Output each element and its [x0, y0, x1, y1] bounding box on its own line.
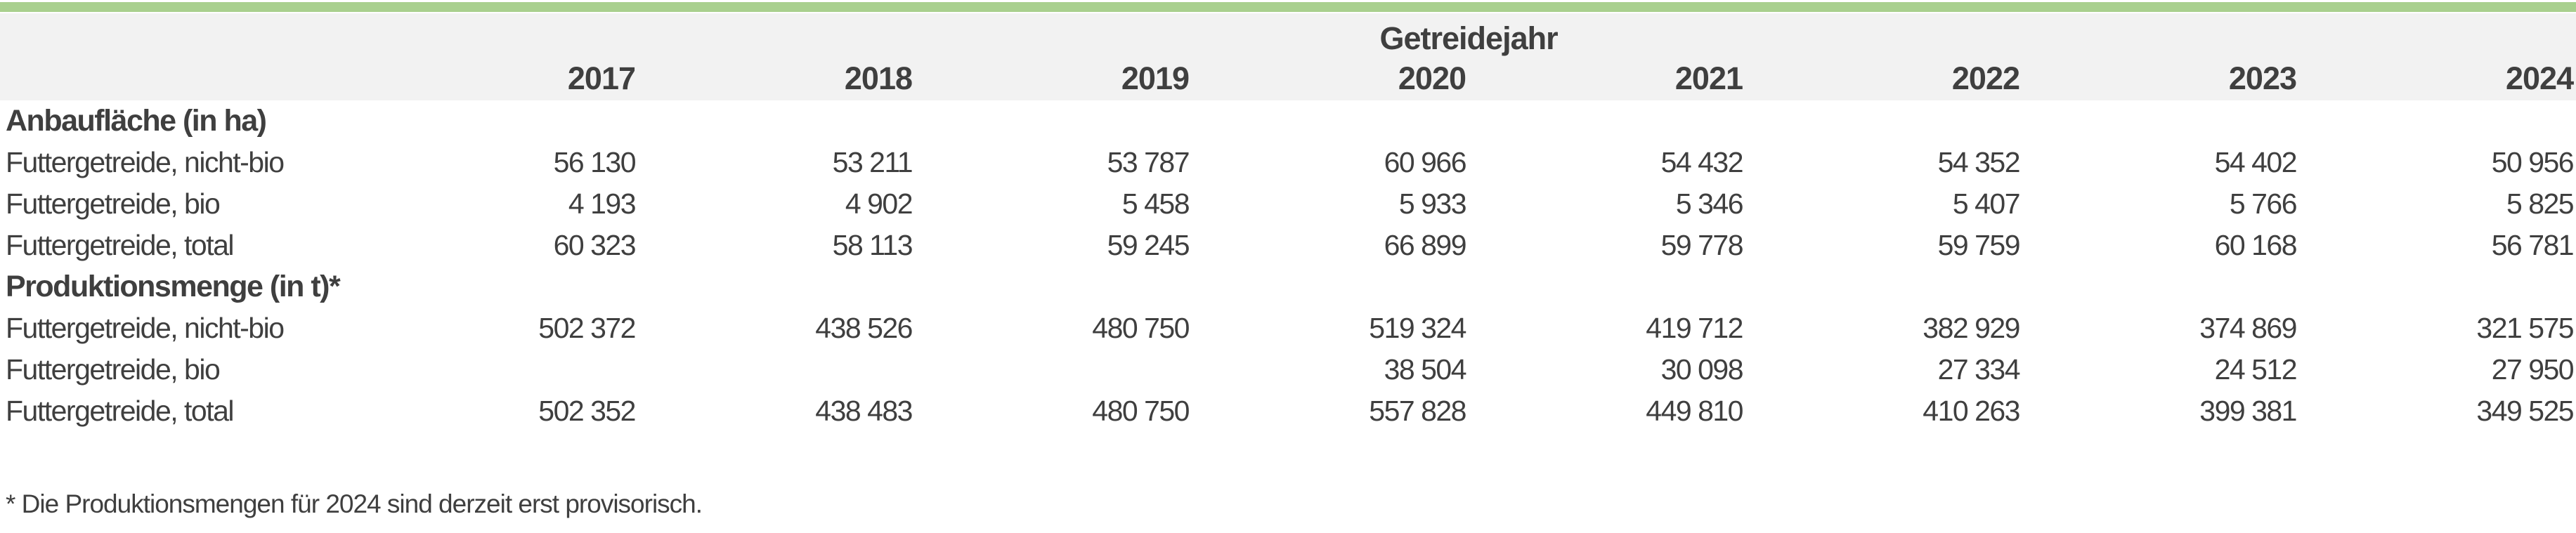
footnote: * Die Produktionsmengen für 2024 sind de… [6, 489, 703, 518]
cell-value [638, 349, 915, 390]
cell-value: 54 352 [1937, 146, 2021, 178]
cell-value: 56 130 [553, 146, 637, 178]
cell-value: 54 432 [1660, 146, 1744, 178]
cell-value [361, 349, 638, 390]
cell-value: 519 324 [1369, 312, 1466, 344]
row-label: Futtergetreide, nicht-bio [6, 146, 285, 178]
cell-value: 24 512 [2214, 353, 2298, 386]
cell-value: 50 956 [2491, 146, 2575, 178]
cell-value: 502 372 [538, 312, 636, 344]
cell-value: 438 526 [815, 312, 913, 344]
cell-value: 557 828 [1369, 395, 1466, 427]
table-row: Futtergetreide, bio 4 193 4 902 5 458 5 … [0, 183, 2576, 225]
year-header-2018: 2018 [638, 57, 915, 100]
cell-value: 480 750 [1092, 395, 1190, 427]
cell-value: 502 352 [538, 395, 636, 427]
table-row: Futtergetreide, total 502 352 438 483 48… [0, 390, 2576, 432]
cell-value: 38 504 [1384, 353, 1467, 386]
row-label: Futtergetreide, bio [6, 187, 221, 220]
cell-value [915, 349, 1192, 390]
cell-value: 60 323 [553, 229, 637, 261]
cell-value: 5 407 [1952, 187, 2021, 220]
grain-data-table: Getreidejahr 2017 2018 2019 2020 2021 20… [0, 13, 2576, 432]
cell-value: 419 712 [1646, 312, 1743, 344]
table-row: Futtergetreide, bio 38 504 30 098 27 334… [0, 349, 2576, 390]
row-label: Futtergetreide, nicht-bio [6, 312, 285, 344]
cell-value: 4 193 [568, 187, 637, 220]
cell-value: 449 810 [1646, 395, 1743, 427]
cell-value: 60 966 [1384, 146, 1467, 178]
cell-value: 399 381 [2199, 395, 2297, 427]
cell-value: 5 766 [2229, 187, 2298, 220]
title-row: Getreidejahr [0, 13, 2576, 57]
cell-value: 59 778 [1660, 229, 1744, 261]
cell-value: 5 933 [1398, 187, 1467, 220]
section-label-produktionsmenge: Produktionsmenge (in t)* [6, 270, 341, 303]
cell-value: 54 402 [2214, 146, 2298, 178]
cell-value: 59 245 [1107, 229, 1190, 261]
cell-value: 410 263 [1923, 395, 2020, 427]
row-label: Futtergetreide, total [6, 229, 235, 261]
table-row: Futtergetreide, nicht-bio 502 372 438 52… [0, 308, 2576, 349]
cell-value: 480 750 [1092, 312, 1190, 344]
cell-value: 5 346 [1675, 187, 1744, 220]
cell-value: 56 781 [2491, 229, 2575, 261]
cell-value: 27 334 [1937, 353, 2021, 386]
cell-value: 321 575 [2476, 312, 2574, 344]
cell-value: 58 113 [832, 229, 913, 261]
row-label: Futtergetreide, bio [6, 353, 221, 386]
section-header-row: Produktionsmenge (in t)* [0, 266, 2576, 308]
cell-value: 30 098 [1660, 353, 1744, 386]
row-label: Futtergetreide, total [6, 395, 235, 427]
cell-value: 60 168 [2214, 229, 2298, 261]
cell-value: 27 950 [2491, 353, 2575, 386]
years-row: 2017 2018 2019 2020 2021 2022 2023 2024 [0, 57, 2576, 100]
table-body: Anbaufläche (in ha) Futtergetreide, nich… [0, 100, 2576, 432]
year-header-2023: 2023 [2022, 57, 2299, 100]
year-header-2017: 2017 [361, 57, 638, 100]
cell-value: 4 902 [845, 187, 913, 220]
section-label-anbauflaeche: Anbaufläche (in ha) [6, 104, 267, 138]
year-header-2019: 2019 [915, 57, 1192, 100]
year-header-2022: 2022 [1745, 57, 2022, 100]
year-header-2020: 2020 [1192, 57, 1469, 100]
cell-value: 438 483 [815, 395, 913, 427]
cell-value: 349 525 [2476, 395, 2574, 427]
cell-value: 66 899 [1384, 229, 1467, 261]
cell-value: 374 869 [2199, 312, 2297, 344]
corner-cell [0, 57, 361, 100]
year-header-2021: 2021 [1469, 57, 1745, 100]
cell-value: 53 211 [832, 146, 913, 178]
cell-value: 5 825 [2506, 187, 2575, 220]
cell-value: 59 759 [1937, 229, 2021, 261]
table-header: Getreidejahr 2017 2018 2019 2020 2021 20… [0, 13, 2576, 100]
table-row: Futtergetreide, nicht-bio 56 130 53 211 … [0, 142, 2576, 183]
table-title: Getreidejahr [361, 13, 2576, 57]
cell-value: 53 787 [1107, 146, 1190, 178]
cell-value: 5 458 [1121, 187, 1190, 220]
corner-cell [0, 13, 361, 57]
section-header-row: Anbaufläche (in ha) [0, 100, 2576, 142]
table-row: Futtergetreide, total 60 323 58 113 59 2… [0, 225, 2576, 266]
year-header-2024: 2024 [2299, 57, 2576, 100]
accent-bar [0, 2, 2576, 12]
cell-value: 382 929 [1923, 312, 2020, 344]
